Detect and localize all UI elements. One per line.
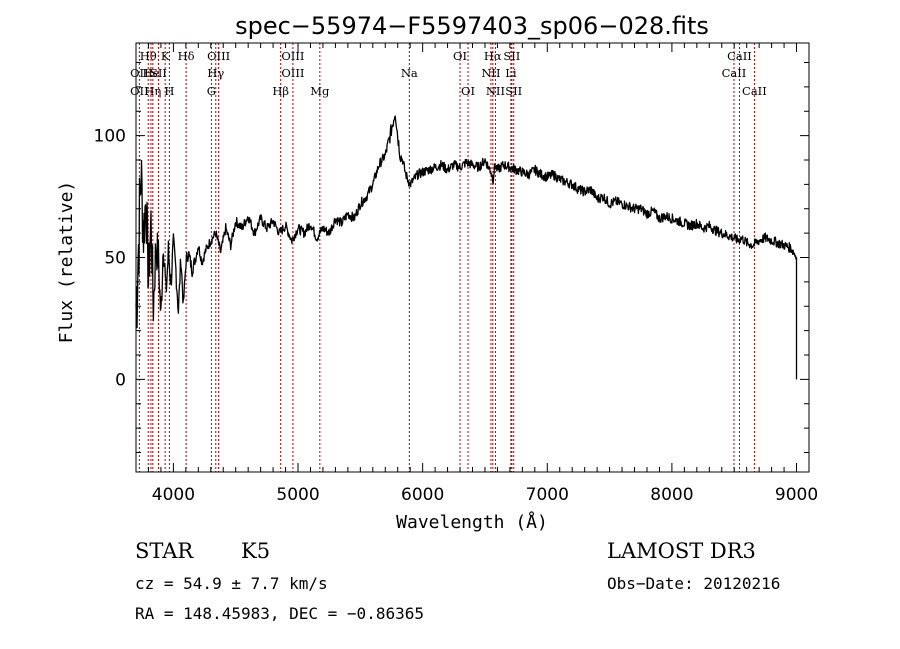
observation-date: Obs−Date: 20120216 (607, 574, 781, 593)
flux-line (135, 115, 798, 380)
ra-dec-coordinates: RA = 148.45983, DEC = −0.86365 (135, 604, 424, 623)
x-tick-label: 9000 (775, 485, 818, 505)
spectral-line-label: OIII (281, 66, 304, 80)
spectral-line-label: Hα (484, 49, 502, 63)
x-tick-label: 6000 (401, 485, 444, 505)
x-tick-label: 5000 (276, 485, 319, 505)
x-axis-label: Wavelength (Å) (396, 511, 548, 533)
plot-frame (135, 42, 810, 473)
flux-series (135, 115, 798, 380)
spectral-line-label: G (207, 84, 216, 98)
y-tick-label: 100 (94, 127, 126, 147)
object-subclass: K5 (241, 539, 271, 563)
spectral-line-label: OIII (207, 49, 230, 63)
spectral-line-label: OI (461, 84, 475, 98)
spectral-line-label: Li (505, 66, 517, 80)
spectral-line-label: K (161, 49, 170, 63)
spectral-line-label: Mg (310, 84, 330, 98)
spectral-line-label: Na (401, 66, 418, 80)
spectral-line-label: SII (150, 66, 167, 80)
spectral-line-label: CaII (722, 66, 747, 80)
survey-name: LAMOST DR3 (607, 539, 756, 563)
spectral-line-label: SII (503, 49, 520, 63)
spectral-line-label: He (143, 66, 160, 80)
spectral-line-label: OI (453, 49, 467, 63)
spectral-line-label: NII (481, 66, 500, 80)
y-axis-label: Flux (relative) (56, 181, 77, 344)
spectral-line-label: SII (505, 84, 522, 98)
spectral-line-label: Hθ (140, 49, 157, 63)
spectral-line-label: OIII (281, 49, 304, 63)
spectral-line-label: H (164, 84, 174, 98)
spectral-line-label: CaII (742, 84, 767, 98)
redshift-cz: cz = 54.9 ± 7.7 km/s (135, 574, 328, 593)
chart-title: spec−55974−F5597403_sp06−028.fits (235, 12, 709, 40)
spectral-line-label: Hη (144, 84, 161, 98)
spectral-line-label: Hγ (207, 66, 224, 80)
x-tick-label: 4000 (152, 485, 195, 505)
spectral-line-label: Hδ (178, 49, 195, 63)
x-tick-label: 8000 (650, 485, 693, 505)
spectral-line-label: OII (130, 66, 149, 80)
y-tick-label: 0 (115, 370, 126, 390)
spectral-line-label: Hβ (272, 84, 289, 98)
axis-ticks: 4000 5000 6000 7000 8000 9000 0 50 100 (94, 43, 818, 505)
y-tick-label: 50 (104, 249, 126, 269)
spectral-line-label: NII (486, 84, 505, 98)
x-tick-label: 7000 (526, 485, 569, 505)
object-class: STAR (135, 539, 194, 563)
spectral-line-label: OII (130, 84, 149, 98)
spectral-line-label: CaII (727, 49, 752, 63)
